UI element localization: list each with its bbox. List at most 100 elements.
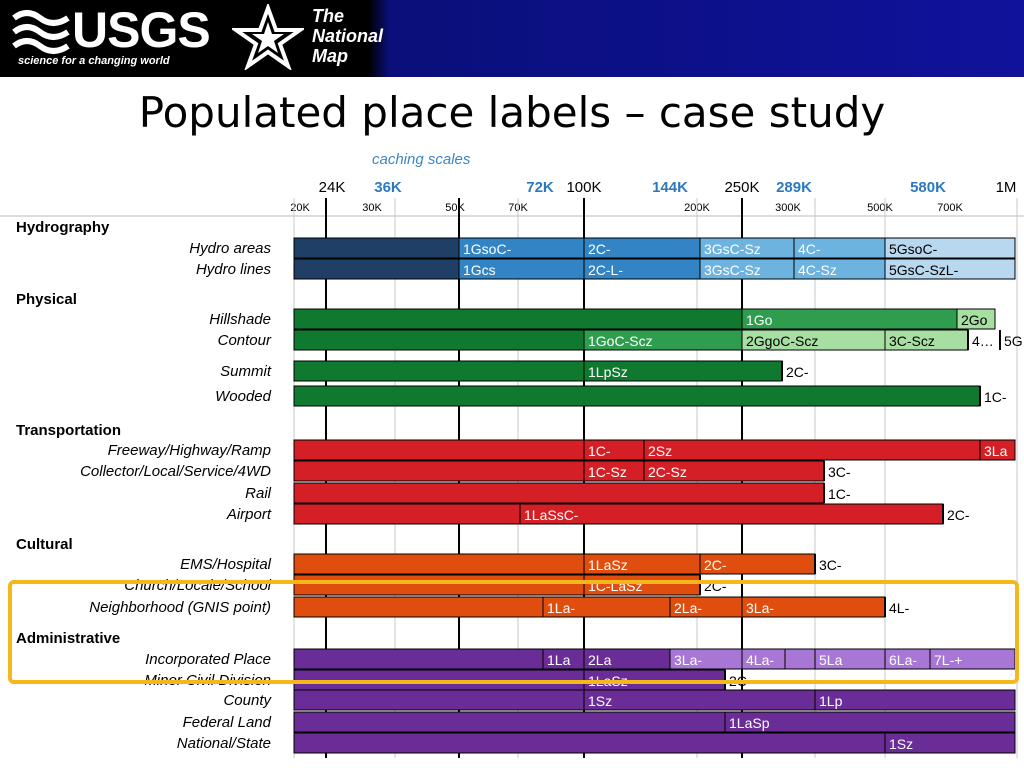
segment-label: 1LpSz <box>588 364 628 380</box>
row-label: Airport <box>226 506 272 523</box>
segment-label: 6La- <box>889 652 917 668</box>
scale-segment <box>293 237 460 259</box>
segment-label: 7L-+ <box>934 652 962 668</box>
segment-label: 2C- <box>704 557 727 573</box>
national-map-star-icon <box>232 4 304 70</box>
row-label: Incorporated Place <box>145 651 271 668</box>
scale-segment <box>884 258 1016 280</box>
usgs-wave-logo-icon <box>12 10 70 54</box>
segment-label: 2Sz <box>648 443 672 459</box>
scale-segment <box>293 385 981 407</box>
major-scale-label: 580K <box>910 179 946 196</box>
row-label: Hydro lines <box>196 261 272 278</box>
header-banner: USGS science for a changing world The Na… <box>0 0 1024 77</box>
segment-label: 3C-Scz <box>889 333 935 349</box>
map-logo-line-1: The <box>312 6 345 26</box>
segment-label: 1C-Sz <box>588 464 627 480</box>
scale-segment <box>293 258 460 280</box>
scale-segment <box>519 503 944 525</box>
scale-segment <box>293 503 521 525</box>
minor-scale-label: 50K <box>445 202 465 214</box>
scale-segment <box>884 732 1016 754</box>
segment-label: 3La- <box>674 652 702 668</box>
segment-label: 5La <box>819 652 843 668</box>
segment-label: 2C- <box>588 241 611 257</box>
segment-label: 1GsoC- <box>463 241 512 257</box>
segment-label: 2C- <box>947 507 970 523</box>
row-label: National/State <box>177 735 271 752</box>
segment-label: 1Gcs <box>463 262 496 278</box>
national-map-logo-text: The National Map <box>312 6 383 66</box>
row-label: Hydro areas <box>189 240 271 257</box>
segment-label: 1LaSp <box>729 715 770 731</box>
scale-segment <box>814 689 1016 711</box>
major-scale-label: 1M <box>996 179 1017 196</box>
segment-label: 4C-Sz <box>798 262 837 278</box>
segment-label: 3GsC-Sz <box>704 241 761 257</box>
segment-label: 4L- <box>889 600 910 616</box>
scale-segment <box>583 689 816 711</box>
row-label: Collector/Local/Service/4WD <box>80 463 271 480</box>
row-label: County <box>223 692 272 709</box>
segment-label: 1Sz <box>889 736 913 752</box>
map-logo-line-3: Map <box>312 46 348 66</box>
row-label: Contour <box>218 332 272 349</box>
major-scale-label: 36K <box>374 179 402 196</box>
major-scale-label: 289K <box>776 179 812 196</box>
major-scale-label: 100K <box>566 179 601 196</box>
row-label: Rail <box>245 485 272 502</box>
section-heading: Cultural <box>16 536 73 553</box>
scale-segment <box>293 482 825 504</box>
segment-label: 1C- <box>984 389 1007 405</box>
segment-label: 5GsoC- <box>889 241 938 257</box>
segment-label: 1La <box>547 652 571 668</box>
segment-label: 5G <box>1004 333 1023 349</box>
segment-label: 2La- <box>674 600 702 616</box>
segment-label: 3C- <box>819 557 842 573</box>
segment-label: 2C-Sz <box>648 464 687 480</box>
segment-label: 2GgoC-Scz <box>746 333 818 349</box>
scale-segment <box>741 308 958 330</box>
row-label: Wooded <box>215 388 272 405</box>
segment-label: 1Go <box>746 312 773 328</box>
row-label: Federal Land <box>183 714 272 731</box>
segment-label: 1GoC-Scz <box>588 333 653 349</box>
usgs-logo-text: USGS <box>72 2 211 58</box>
segment-label: 1La- <box>547 600 575 616</box>
segment-label: 1C- <box>588 443 611 459</box>
section-heading: Hydrography <box>16 219 110 236</box>
scale-segment <box>956 308 996 330</box>
segment-label: 1LaSz <box>588 557 628 573</box>
scale-segment <box>293 711 726 733</box>
caching-scales-label: caching scales <box>372 151 471 168</box>
segment-label: 3GsC-Sz <box>704 262 761 278</box>
major-scale-label: 144K <box>652 179 688 196</box>
scale-segment <box>884 237 1016 259</box>
highlight-box <box>8 580 1019 684</box>
major-scale-label: 250K <box>724 179 759 196</box>
row-label: Freeway/Highway/Ramp <box>108 442 271 459</box>
section-heading: Administrative <box>16 630 120 647</box>
scale-segment <box>293 329 585 351</box>
scale-segment <box>724 711 1016 733</box>
scale-segment <box>293 360 585 382</box>
segment-label: 3La- <box>746 600 774 616</box>
section-heading: Transportation <box>16 422 121 439</box>
scale-segment <box>293 460 585 482</box>
segment-label: 2C-L- <box>588 262 623 278</box>
segment-label: 3La <box>984 443 1008 459</box>
segment-label: 3C- <box>828 464 851 480</box>
segment-label: 1LaSsC- <box>524 507 579 523</box>
segment-label: 4C- <box>798 241 821 257</box>
segment-label: 2La <box>588 652 612 668</box>
scale-segment <box>979 439 1016 461</box>
segment-label: 4La- <box>746 652 774 668</box>
map-logo-line-2: National <box>312 26 384 46</box>
minor-scale-label: 500K <box>867 202 893 214</box>
row-label: Summit <box>220 363 272 380</box>
minor-scale-label: 700K <box>937 202 963 214</box>
scale-segment <box>293 553 585 575</box>
segment-label: 1C- <box>828 486 851 502</box>
segment-label: 4… <box>972 333 994 349</box>
segment-label: 2Go <box>961 312 988 328</box>
